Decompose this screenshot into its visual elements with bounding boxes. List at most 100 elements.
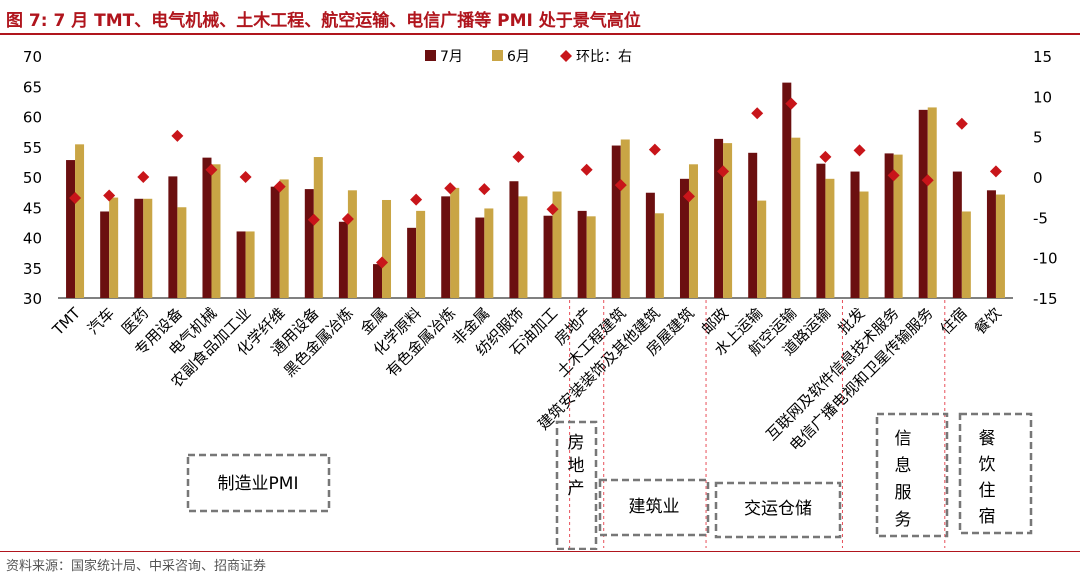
mom-marker [614,179,627,192]
bar-jun [211,164,221,298]
group-label-realestate-char: 地 [568,456,585,476]
bar-jul [748,152,758,298]
bar-jul [850,171,860,298]
bar-jun [416,210,426,298]
bar-jun [654,213,664,298]
bar-jul [134,198,144,298]
mom-marker [717,165,730,178]
y-right-tick-label: -5 [1033,209,1048,227]
group-box-manufacturing [186,453,331,513]
y-right-tick-label: 0 [1033,169,1043,187]
bar-jun [961,211,971,298]
bar-jun [995,194,1005,298]
bar-jul [714,138,724,298]
y-right-tick-label: 15 [1033,48,1052,66]
mom-marker [273,180,286,193]
bar-jul [270,186,280,298]
bar-jun [143,198,153,298]
group-label-manufacturing: 制造业PMI [218,474,299,494]
mom-marker [648,143,661,156]
legend-label-mom: 环比：右 [576,49,632,65]
group-label-catering-char: 住 [979,481,996,501]
y-left-tick-label: 70 [23,48,42,66]
source-note: 资料来源：国家统计局、中采咨询、招商证券 [6,559,267,574]
bar-jun [927,107,937,298]
bar-jul [202,157,212,298]
y-left-tick-label: 65 [23,78,42,96]
bar-jul [918,109,928,298]
group-label-info-char: 服 [895,483,912,503]
y-left-tick-label: 40 [23,230,42,248]
bar-jun [347,190,357,298]
bar-jul [816,163,826,298]
bar-jul [338,221,348,298]
bar-jun [177,207,187,298]
group-label-catering-char: 餐 [979,429,996,449]
bar-jul [373,264,383,298]
bar-jul [168,176,178,298]
mom-marker [887,169,900,182]
bar-jun [245,231,255,298]
mom-marker [785,97,798,110]
bar-jun [688,164,698,298]
bar-jun [757,200,767,298]
mom-marker [307,213,320,226]
legend-label-jul: 7月 [440,49,463,65]
mom-marker [341,212,354,225]
group-box-construction [598,478,710,537]
bar-jun [859,191,869,298]
bar-jul [475,217,485,298]
bar-jun [586,216,596,298]
bar-jun [825,178,835,298]
group-box-transport [714,481,842,539]
legend-label-jun: 6月 [507,49,530,65]
bar-jul [782,82,792,299]
group-label-realestate-char: 房 [568,433,585,453]
bar-jun [893,154,903,298]
legend-swatch-jun [492,50,503,61]
bar-jul [611,145,621,298]
legend: 7月 6月 环比：右 [425,49,632,65]
category-label: 住宿 [937,304,971,338]
bar-jul [407,227,417,298]
category-label: 汽车 [84,304,118,338]
bar-jun [109,197,119,298]
bar-jun [313,157,323,298]
pmi-bar-chart: 30 35 40 45 50 55 60 65 70 -15 -10 -5 0 5 10 15 TMT 汽车 医药… [23,48,1058,550]
bars [66,82,1005,299]
y-right-tick-label: 5 [1033,129,1043,147]
mom-marker [546,203,559,216]
mom-marker [478,183,491,196]
bar-jul [952,171,962,298]
y-left-tick-label: 45 [23,199,42,217]
legend-swatch-mom [560,50,572,62]
bar-jun [484,208,494,298]
group-label-transport: 交运仓储 [744,499,812,519]
bar-jul [236,231,246,298]
bar-jul [577,210,587,298]
mom-marker [171,129,184,142]
group-box-realestate [555,420,598,550]
group-label-catering-char: 宿 [979,507,996,527]
mom-marker [512,150,525,163]
y-right-tick-label: -10 [1033,250,1058,268]
bar-jun [382,199,392,298]
legend-swatch-jul [425,50,436,61]
mom-markers [69,97,1002,269]
group-label-realestate-char: 产 [568,479,585,499]
y-right-tick-label: -15 [1033,290,1058,308]
mom-marker [137,171,150,183]
y-left-tick-label: 30 [23,290,42,308]
bar-jun [723,143,733,298]
bar-jul [645,192,655,298]
mom-marker [819,150,832,163]
bar-jul [441,196,451,298]
footer-divider [0,551,1080,552]
bar-jul [509,181,519,298]
mom-marker [921,174,934,187]
mom-marker [682,190,695,203]
bar-jun [620,139,630,298]
bar-jul [304,189,314,298]
bar-jul [100,211,110,298]
